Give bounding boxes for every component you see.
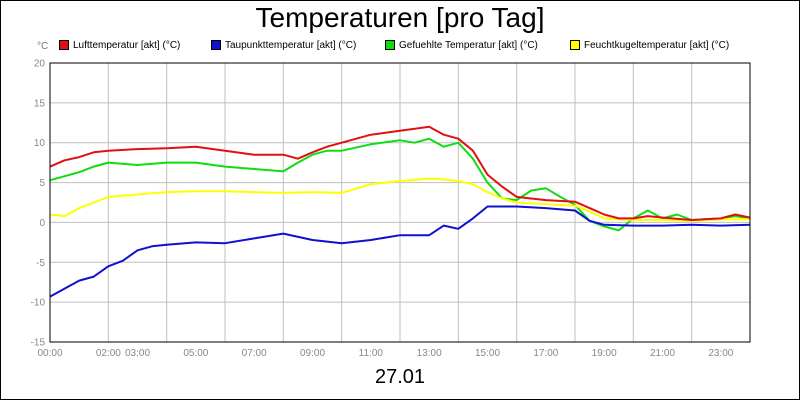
x-tick-label: 15:00: [475, 348, 500, 359]
y-axis-unit: °C: [37, 41, 49, 52]
x-tick-label: 07:00: [242, 348, 267, 359]
legend-item-gefuehlte-temperatur: Gefuehlte Temperatur [akt] (°C): [385, 38, 538, 52]
x-tick-label: 00:00: [37, 348, 62, 359]
legend-item-lufttemperatur: Lufttemperatur [akt] (°C): [59, 38, 180, 52]
y-tick-label: 20: [34, 59, 46, 70]
legend-label-feuchtkugeltemperatur: Feuchtkugeltemperatur [akt] (°C): [584, 39, 730, 51]
legend-label-taupunkttemperatur: Taupunkttemperatur [akt] (°C): [225, 39, 357, 51]
y-tick-label: 10: [34, 138, 46, 149]
x-tick-label: 19:00: [592, 348, 617, 359]
x-tick-label: 17:00: [533, 348, 558, 359]
series-line-lufttemperatur: [49, 125, 751, 221]
y-tick-label: -15: [31, 338, 46, 349]
legend-swatch-taupunkttemperatur: [211, 40, 221, 50]
y-tick-label: -10: [31, 298, 46, 309]
x-tick-label: 11:00: [359, 348, 384, 359]
legend-swatch-lufttemperatur: [59, 40, 69, 50]
x-tick-label: 03:00: [125, 348, 150, 359]
x-tick-label: 23:00: [708, 348, 733, 359]
legend-item-taupunkttemperatur: Taupunkttemperatur [akt] (°C): [211, 38, 356, 52]
x-tick-label: 13:00: [417, 348, 442, 359]
x-tick-label: 05:00: [183, 348, 208, 359]
series-line-feuchtkugeltemperatur: [49, 177, 750, 222]
plot-border: [49, 62, 751, 343]
legend-swatch-feuchtkugeltemperatur: [570, 40, 580, 50]
x-tick-label: 02:00: [96, 348, 121, 359]
legend-swatch-gefuehlte-temperatur: [385, 40, 395, 50]
series-line-taupunkttemperatur: [49, 205, 751, 298]
y-tick-label: -5: [36, 258, 45, 269]
x-tick-label: 09:00: [300, 348, 325, 359]
x-tick-label: 21:00: [650, 348, 675, 359]
x-axis-date-label: 27.01: [374, 366, 426, 388]
legend-label-lufttemperatur: Lufttemperatur [akt] (°C): [73, 39, 181, 51]
y-tick-label: 0: [39, 218, 45, 229]
chart-title: Temperaturen [pro Tag]: [255, 2, 545, 33]
legend-label-gefuehlte-temperatur: Gefuehlte Temperatur [akt] (°C): [399, 39, 538, 51]
series-line-gefuehlte-temperatur: [49, 137, 751, 232]
y-tick-label: 15: [34, 98, 46, 109]
legend-item-feuchtkugeltemperatur: Feuchtkugeltemperatur [akt] (°C): [570, 38, 729, 52]
y-tick-label: 5: [39, 178, 45, 189]
